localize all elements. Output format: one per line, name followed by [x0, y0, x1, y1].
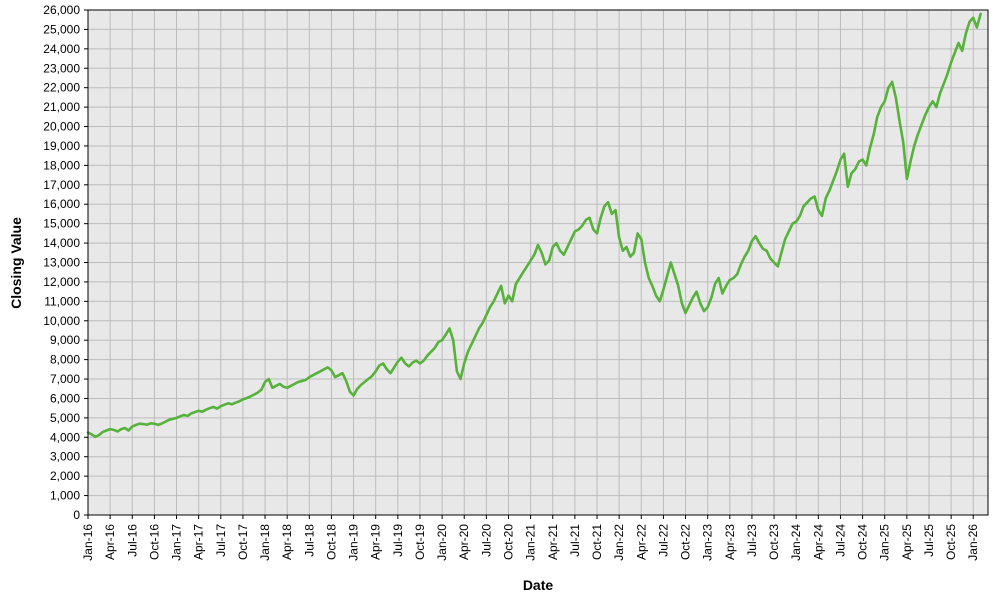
- series-polyline: [86, 12, 982, 439]
- x-tick-label: Oct-24: [856, 524, 870, 560]
- x-tick-label: Oct-22: [679, 524, 693, 560]
- y-tick-label: 23,000: [43, 61, 80, 75]
- x-tick-label: Jan-19: [347, 524, 361, 561]
- x-tick-label: Jan-23: [701, 524, 715, 561]
- y-tick-label: 16,000: [43, 197, 80, 211]
- x-tick-label: Jul-20: [479, 524, 493, 557]
- x-tick-label: Apr-25: [900, 524, 914, 560]
- y-tick-label: 22,000: [43, 81, 80, 95]
- x-tick-label: Oct-16: [147, 524, 161, 560]
- x-tick-label: Oct-18: [324, 524, 338, 560]
- x-tick-label: Jan-22: [612, 524, 626, 561]
- gridlines: [87, 10, 988, 515]
- y-tick-label: 14,000: [43, 236, 80, 250]
- y-tick-label: 15,000: [43, 217, 80, 231]
- y-tick-label: 5,000: [50, 411, 80, 425]
- x-tick-label: Jul-21: [568, 524, 582, 557]
- x-tick-label: Oct-25: [944, 524, 958, 560]
- x-axis-title: Date: [523, 577, 554, 593]
- y-tick-label: 11,000: [44, 294, 80, 308]
- x-tick-label: Jan-26: [966, 524, 980, 561]
- x-tick-label: Jul-16: [125, 524, 139, 557]
- x-tick-label: Jan-20: [435, 524, 449, 561]
- y-tick-label: 12,000: [43, 275, 80, 289]
- x-tick-label: Apr-23: [723, 524, 737, 560]
- x-tick-label: Jul-18: [302, 524, 316, 557]
- y-tick-label: 18,000: [43, 158, 80, 172]
- y-axis-tick-labels: 0 1,000 2,000 3,000 4,000 5,000 6,000 7,000 8,00…: [43, 3, 80, 522]
- y-tick-label: 17,000: [43, 178, 80, 192]
- x-tick-label: Jul-17: [214, 524, 228, 557]
- x-tick-label: Oct-21: [590, 524, 604, 560]
- y-tick-label: 26,000: [43, 3, 80, 17]
- y-tick-label: 6,000: [50, 391, 80, 405]
- x-tick-label: Apr-24: [811, 524, 825, 560]
- y-tick-label: 10,000: [43, 314, 80, 328]
- x-tick-label: Jul-22: [656, 524, 670, 557]
- axis-ticks: [84, 9, 974, 519]
- x-tick-label: Apr-18: [280, 524, 294, 560]
- y-tick-label: 20,000: [43, 120, 80, 134]
- x-tick-label: Apr-22: [634, 524, 648, 560]
- x-tick-label: Jan-24: [789, 524, 803, 561]
- y-tick-label: 1,000: [50, 489, 80, 503]
- y-tick-label: 0: [73, 508, 80, 522]
- x-tick-label: Jan-21: [524, 524, 538, 561]
- y-tick-label: 25,000: [43, 22, 80, 36]
- x-tick-label: Apr-19: [369, 524, 383, 560]
- x-tick-label: Oct-20: [501, 524, 515, 560]
- x-tick-label: Jan-25: [878, 524, 892, 561]
- x-tick-label: Oct-23: [767, 524, 781, 560]
- x-tick-label: Apr-20: [457, 524, 471, 560]
- y-tick-label: 3,000: [50, 450, 80, 464]
- y-tick-label: 13,000: [43, 256, 80, 270]
- x-tick-label: Jul-23: [745, 524, 759, 557]
- closing-value-line: [86, 12, 982, 439]
- x-tick-label: Apr-21: [546, 524, 560, 560]
- y-tick-label: 8,000: [50, 353, 80, 367]
- x-tick-label: Apr-16: [103, 524, 117, 560]
- y-tick-label: 7,000: [50, 372, 80, 386]
- x-tick-label: Apr-17: [192, 524, 206, 560]
- y-tick-label: 9,000: [50, 333, 80, 347]
- y-tick-label: 21,000: [43, 100, 80, 114]
- x-tick-label: Jan-17: [170, 524, 184, 561]
- x-tick-label: Jan-16: [81, 524, 95, 561]
- y-tick-label: 19,000: [43, 139, 80, 153]
- y-tick-label: 24,000: [43, 42, 80, 56]
- x-axis-tick-labels: Jan-16 Apr-16 Jul-16 Oct-16 Jan-17 Apr-17 Jul-…: [81, 524, 980, 561]
- y-tick-label: 2,000: [50, 469, 80, 483]
- y-axis-title: Closing Value: [8, 217, 24, 309]
- y-tick-label: 4,000: [50, 430, 80, 444]
- x-tick-label: Jul-19: [391, 524, 405, 557]
- x-tick-label: Oct-17: [236, 524, 250, 560]
- x-tick-label: Oct-19: [413, 524, 427, 560]
- x-tick-label: Jul-24: [833, 524, 847, 557]
- x-tick-label: Jul-25: [922, 524, 936, 557]
- x-tick-label: Jan-18: [258, 524, 272, 561]
